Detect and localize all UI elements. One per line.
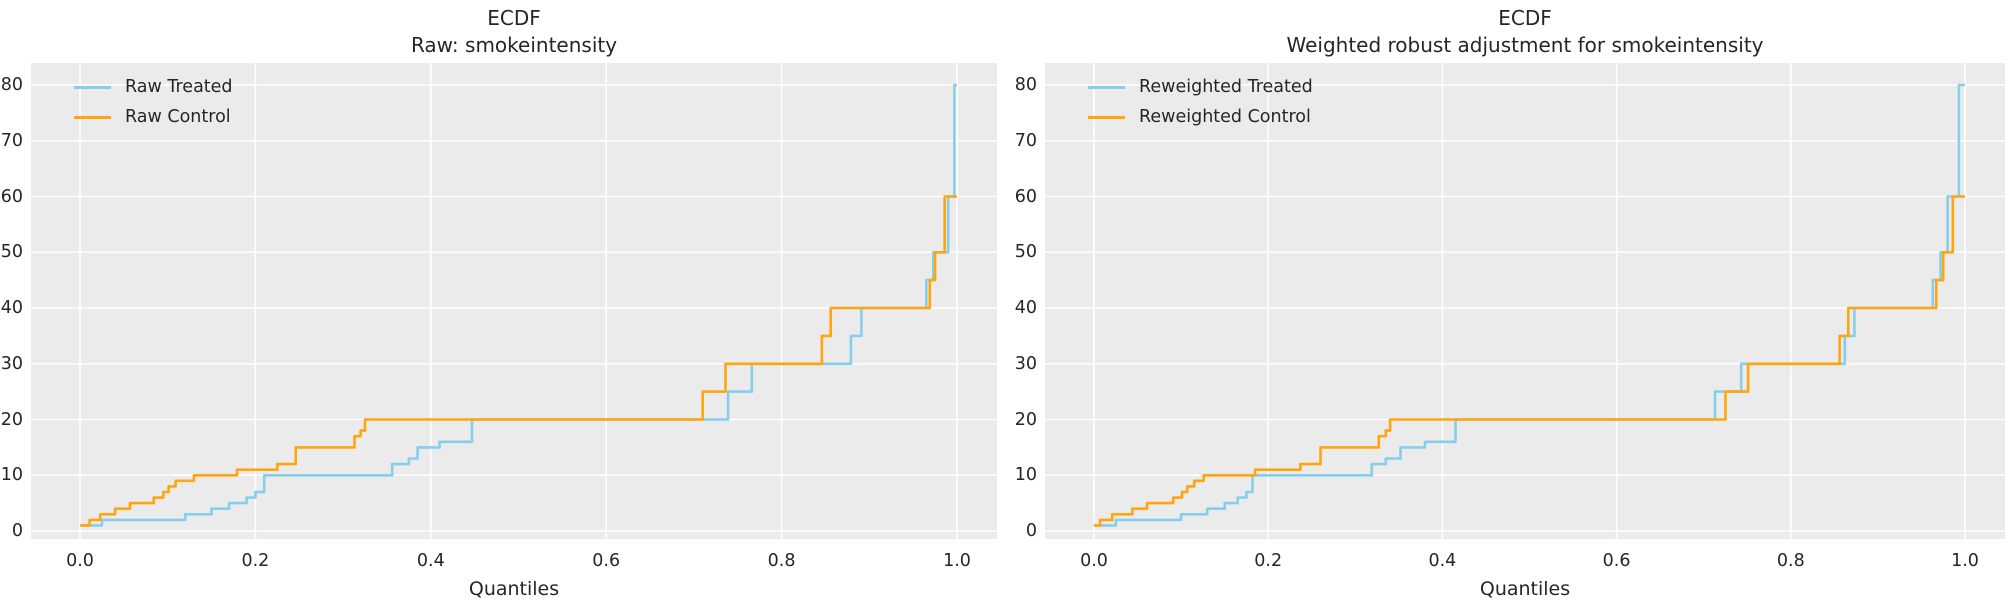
y-tick-label: 0 [1025,521,1037,541]
y-tick-label: 70 [1014,130,1037,151]
y-tick-label: 50 [0,242,23,263]
x-tick-label: 0.6 [592,551,621,571]
panel-weighted-title-line2: Weighted robust adjustment for smokeinte… [1286,33,1764,57]
treated-line [80,83,957,527]
plot-area-weighted: Reweighted Treated Reweighted Control [1045,63,2005,539]
panel-raw-title-line1: ECDF [487,6,541,30]
treated-line-swatch [74,85,111,89]
x-tick-label: 0.2 [1254,551,1283,571]
y-tick-label: 40 [0,298,23,318]
x-axis-label-weighted: Quantiles [1479,578,1571,600]
x-tick-label: 1.0 [943,551,971,571]
panel-raw: ECDF Raw: smokeintensity Raw Treated Raw… [0,0,1005,611]
x-tick-label: 0.8 [1776,551,1805,571]
plot-area-raw: Raw Treated Raw Control [31,63,997,539]
y-tick-label: 30 [0,353,23,374]
legend-item-raw-treated: Raw Treated [74,74,233,100]
x-tick-label: 0.4 [416,551,445,571]
x-tick-label: 1.0 [1951,551,1979,571]
y-tick-label: 30 [1014,353,1037,374]
panel-weighted: ECDF Weighted robust adjustment for smok… [1006,0,2011,611]
legend-weighted: Reweighted Treated Reweighted Control [1088,74,1313,130]
panel-raw-title: ECDF Raw: smokeintensity [31,5,997,59]
y-tick-label: 10 [1014,465,1037,486]
y-tick-label: 10 [0,465,23,486]
y-tick-label: 60 [0,186,23,207]
x-tick-label: 0.0 [1080,551,1108,571]
y-tick-label: 80 [1014,75,1037,95]
control-line-swatch [1088,115,1125,119]
x-axis-label-raw: Quantiles [468,578,560,600]
x-tick-label: 0.8 [767,551,796,571]
legend-item-reweighted-control: Reweighted Control [1088,104,1313,130]
legend-raw: Raw Treated Raw Control [74,74,233,130]
y-tick-label: 80 [0,75,23,95]
x-tick-label: 0.4 [1428,551,1457,571]
y-tick-label: 50 [1014,242,1037,263]
legend-label-raw-treated: Raw Treated [125,77,233,97]
y-tick-label: 20 [1014,409,1037,430]
chart-svg-weighted [1045,63,2005,539]
legend-item-reweighted-treated: Reweighted Treated [1088,74,1313,100]
y-tick-label: 40 [1014,298,1037,318]
panel-weighted-title: ECDF Weighted robust adjustment for smok… [1045,5,2005,59]
control-line [1094,195,1965,527]
chart-svg-raw [31,63,997,539]
y-tick-label: 60 [1014,186,1037,207]
x-tick-label: 0.0 [66,551,94,571]
x-tick-label: 0.6 [1602,551,1631,571]
y-tick-label: 70 [0,130,23,151]
legend-label-raw-control: Raw Control [125,107,231,127]
legend-label-reweighted-control: Reweighted Control [1139,107,1311,127]
treated-line [1094,83,1965,527]
control-line [80,195,957,527]
legend-label-reweighted-treated: Reweighted Treated [1139,77,1313,97]
control-line-swatch [74,115,111,119]
legend-item-raw-control: Raw Control [74,104,233,130]
panel-weighted-title-line1: ECDF [1498,6,1552,30]
panel-raw-title-line2: Raw: smokeintensity [410,33,618,57]
y-tick-label: 20 [0,409,23,430]
treated-line-swatch [1088,85,1125,89]
x-tick-label: 0.2 [241,551,270,571]
y-tick-label: 0 [11,521,23,541]
